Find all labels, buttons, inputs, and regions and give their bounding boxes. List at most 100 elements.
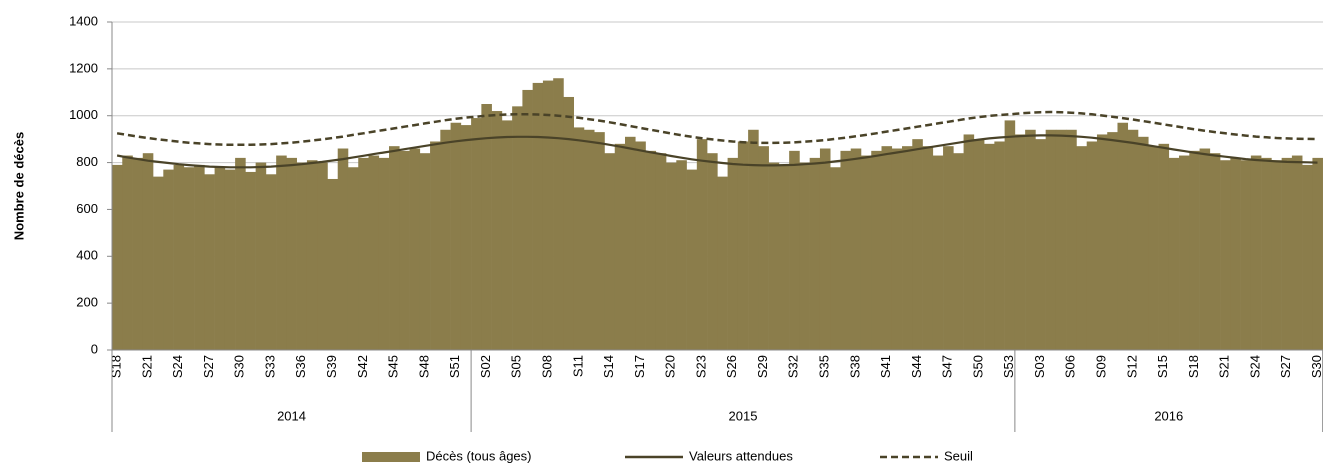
- y-tick-label: 0: [91, 341, 98, 356]
- bar: [1096, 134, 1108, 350]
- bar: [1138, 136, 1149, 350]
- bar: [399, 150, 410, 350]
- x-tick-label: S18: [1186, 355, 1201, 378]
- x-tick-label: S02: [478, 355, 493, 378]
- x-tick-label: S24: [1247, 355, 1262, 378]
- x-tick-label: S45: [386, 355, 401, 378]
- x-tick-label: S42: [355, 355, 370, 378]
- bar: [799, 162, 810, 350]
- bar: [1199, 148, 1211, 350]
- bar: [891, 148, 903, 350]
- bar: [204, 174, 215, 350]
- bar: [296, 162, 308, 350]
- bar: [1230, 157, 1241, 350]
- bar: [245, 171, 256, 350]
- bar: [112, 164, 123, 350]
- x-tick-label: S35: [817, 355, 832, 378]
- legend-label: Seuil: [944, 448, 973, 463]
- bar: [717, 176, 728, 350]
- bar: [1291, 155, 1303, 350]
- bar: [1271, 160, 1282, 350]
- bar: [963, 134, 975, 350]
- bar: [194, 164, 205, 350]
- x-group-label: 2016: [1154, 408, 1183, 423]
- bar: [604, 153, 616, 350]
- x-tick-label: S05: [509, 355, 524, 378]
- bar: [625, 136, 636, 350]
- x-tick-label: S21: [139, 355, 154, 378]
- legend-label: Décès (tous âges): [426, 448, 532, 463]
- bar: [378, 157, 390, 350]
- x-tick-label: S44: [909, 355, 924, 378]
- x-tick-label: S32: [786, 355, 801, 378]
- bar: [594, 132, 605, 350]
- y-tick-label: 1400: [69, 13, 98, 28]
- bar: [583, 129, 595, 350]
- bar: [768, 162, 780, 350]
- x-tick-label: S30: [232, 355, 247, 378]
- bar: [512, 106, 523, 350]
- bar: [132, 157, 144, 350]
- bar: [860, 155, 872, 350]
- bar: [1045, 129, 1057, 350]
- y-tick-label: 1000: [69, 107, 98, 122]
- y-tick-label: 400: [76, 248, 98, 263]
- bar: [460, 125, 472, 350]
- bar: [1158, 143, 1170, 350]
- x-tick-label: S14: [601, 355, 616, 378]
- bar: [1302, 164, 1313, 350]
- bar: [922, 146, 934, 350]
- bar: [984, 143, 995, 350]
- bar: [347, 167, 359, 350]
- bar: [1025, 129, 1036, 350]
- bar: [758, 146, 769, 350]
- bar: [830, 167, 841, 350]
- bar: [337, 148, 349, 350]
- x-tick-label: S36: [293, 355, 308, 378]
- y-tick-label: 800: [76, 154, 98, 169]
- legend-swatch: [362, 452, 420, 462]
- bar: [409, 148, 421, 350]
- x-tick-label: S33: [262, 355, 277, 378]
- bar: [1004, 120, 1016, 351]
- bar: [1250, 155, 1262, 350]
- x-tick-label: S20: [663, 355, 678, 378]
- bar: [450, 122, 462, 350]
- bar: [532, 82, 544, 351]
- bar: [850, 148, 862, 350]
- bar: [430, 141, 441, 350]
- bar: [1035, 139, 1046, 350]
- bar: [306, 160, 318, 350]
- x-tick-label: S47: [940, 355, 955, 378]
- bar: [183, 167, 195, 350]
- bar: [214, 167, 226, 350]
- bar: [1117, 122, 1129, 350]
- x-tick-label: S21: [1217, 355, 1232, 378]
- x-tick-label: S24: [170, 355, 185, 378]
- bar: [1179, 155, 1190, 350]
- bar: [655, 153, 667, 350]
- bar: [368, 155, 380, 350]
- bar: [1209, 153, 1221, 350]
- bar: [840, 150, 852, 350]
- line-2: [116, 110, 1318, 147]
- bar: [1076, 146, 1087, 350]
- bar: [471, 118, 482, 350]
- bar: [317, 162, 328, 350]
- bar: [265, 174, 277, 350]
- bar: [1014, 134, 1026, 350]
- x-tick-label: S30: [1309, 355, 1323, 378]
- x-tick-label: S08: [539, 355, 554, 378]
- y-tick-label: 1200: [69, 60, 98, 75]
- bar: [255, 162, 267, 350]
- bar: [881, 146, 893, 350]
- bar: [614, 143, 626, 350]
- bar: [286, 157, 297, 350]
- bar: [327, 178, 339, 350]
- bar: [737, 141, 749, 350]
- bar: [973, 139, 985, 350]
- x-tick-label: S27: [201, 355, 216, 378]
- x-tick-label: S50: [970, 355, 985, 378]
- y-axis-label: Nombre de décès: [11, 132, 26, 240]
